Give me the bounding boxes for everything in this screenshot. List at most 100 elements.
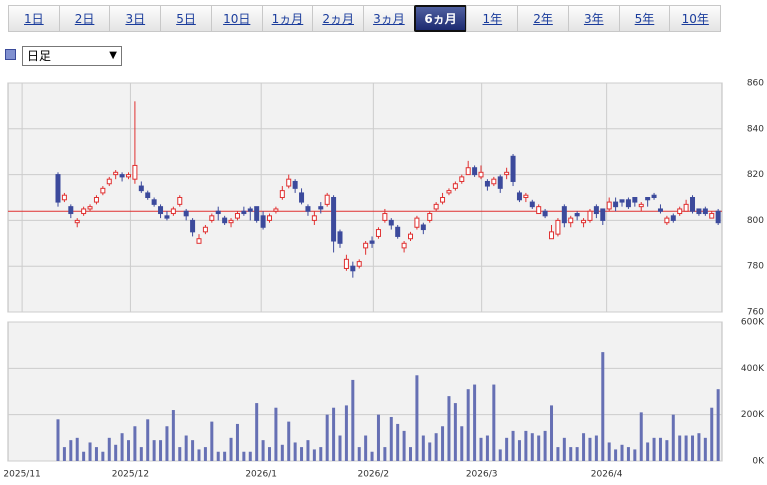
volume-bar [434,433,438,461]
volume-bar [447,396,451,461]
candle-body [696,208,702,215]
candle-body [260,215,266,228]
x-tick-label: 2025/11 [3,470,40,480]
candle-body [164,215,170,219]
volume-bar [210,421,214,461]
volume-bar [607,442,611,461]
candle-body [145,192,151,198]
candle-body [125,174,131,178]
volume-bar [485,435,489,461]
volume-bar [146,419,150,461]
volume-bar [107,437,111,461]
candle-body [619,199,625,203]
volume-bar [550,405,554,461]
candle-body [183,210,189,217]
candle-body [452,183,458,189]
candle-body [529,201,535,208]
candle-body [709,213,715,219]
period-tab[interactable]: 3ヵ月 [363,5,415,32]
y-tick-label: 0K [752,457,765,467]
candle-body [202,226,208,233]
period-tab[interactable]: 2年 [517,5,569,32]
volume-bar [139,447,143,461]
volume-bar [453,403,457,461]
volume-bar [94,447,98,461]
volume-bar [223,451,227,461]
volume-bar [357,447,361,461]
period-tab[interactable]: 2ヵ月 [312,5,365,32]
candle-body [523,194,529,199]
period-tab[interactable]: 10年 [669,5,722,32]
volume-bar [684,435,688,461]
volume-bar [594,435,598,461]
candle-body [324,194,330,205]
candle-body [93,197,99,203]
volume-bar [402,430,406,461]
candle-body [369,240,375,244]
volume-bar [582,433,586,461]
candle-body [74,219,80,224]
period-tab[interactable]: 6ヵ月 [413,5,468,32]
volume-bar [492,384,496,461]
volume-bar [101,451,105,461]
volume-bar [460,426,464,461]
candle-body [715,210,721,224]
volume-bar [537,435,541,461]
candle-body [68,206,74,215]
volume-bar [133,426,137,461]
candle-body [510,155,516,182]
volume-bar [466,389,470,461]
volume-bar [75,437,79,461]
candle-body [375,229,381,237]
candle-body [209,215,215,221]
volume-bar [332,407,336,461]
volume-bar [293,442,297,461]
period-tab[interactable]: 1日 [8,5,60,32]
volume-bar [575,447,579,461]
volume-bar [511,430,515,461]
candle-body [363,242,369,249]
candle-body [632,197,638,203]
candle-body [132,164,138,180]
candle-body [170,208,176,215]
candle-body [311,215,317,221]
period-tab[interactable]: 5年 [618,5,671,32]
candle-body [600,208,606,221]
interval-dropdown[interactable]: 日足 ▼ [22,46,122,66]
volume-bar [646,442,650,461]
candle-body [292,180,298,189]
volume-bar [171,410,175,461]
candle-body [497,176,503,189]
candle-body [690,197,696,212]
volume-bar [498,449,502,461]
candle-body [267,215,273,221]
candle-body [587,210,593,221]
candle-body [196,238,202,244]
period-tabs: 1日 2日 3日 5日 10日 1ヵ月 2ヵ月 3ヵ月 6ヵ月 1年 2年 3年 5年 10年 [8,5,722,32]
candle-body [222,217,228,224]
candle-body [651,194,657,199]
candle-body [81,208,87,215]
candle-body [318,206,324,210]
candle-body [343,258,349,269]
volume-bar [691,435,695,461]
period-tab[interactable]: 1年 [466,5,519,32]
volume-bar [588,437,592,461]
volume-bar [338,435,342,461]
candle-body [593,206,599,215]
candle-body [440,197,446,203]
volume-bar [524,430,528,461]
period-tab[interactable]: 10日 [210,5,263,32]
volume-bar [562,437,566,461]
volume-bar [396,423,400,461]
y-tick-label: 200K [741,410,765,420]
volume-bar [530,433,534,461]
volume-bar [428,442,432,461]
candle-body [446,190,452,194]
period-tab[interactable]: 2日 [58,5,111,32]
x-tick-label: 2025/12 [112,470,149,480]
volume-bar [389,416,393,461]
volume-bar [126,440,130,461]
period-tab[interactable]: 3日 [109,5,162,32]
period-tab[interactable]: 3年 [567,5,620,32]
